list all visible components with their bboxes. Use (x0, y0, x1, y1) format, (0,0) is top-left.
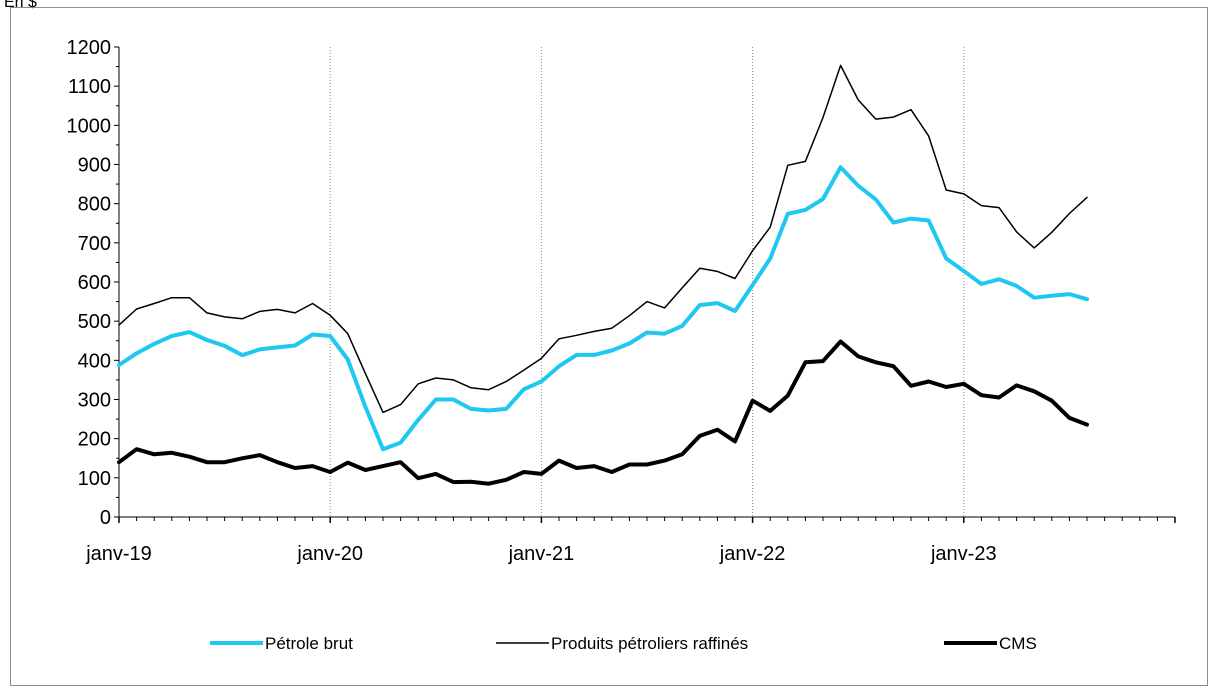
y-tick-label: 300 (78, 390, 111, 412)
y-tick-label: 500 (78, 311, 111, 333)
axes: 0 100 200 300 400 500 600 700 800 900 1000 1100 1200… (67, 37, 1176, 565)
chart-frame (10, 7, 1208, 686)
y-tick-label: 0 (100, 507, 111, 529)
grid-lines (329, 47, 965, 517)
y-tick-label: 1100 (68, 76, 111, 98)
y-tick-label: 1200 (67, 37, 112, 59)
y-tick-label: 1000 (67, 115, 112, 137)
unit-label: En $ (4, 0, 37, 11)
x-tick-label: janv-21 (508, 543, 575, 565)
legend: Pétrole brut Produits pétroliers raffinés… (210, 634, 1037, 653)
y-tick-label: 100 (78, 468, 111, 490)
series-line-3 (117, 339, 1089, 486)
x-tick-label: janv-22 (719, 543, 786, 565)
y-tick-label: 700 (78, 233, 111, 255)
legend-label-2: Produits pétroliers raffinés (551, 634, 748, 653)
series-lines (117, 64, 1089, 486)
y-tick-label: 800 (78, 194, 111, 216)
y-tick-label: 400 (78, 350, 111, 372)
legend-label-1: Pétrole brut (265, 634, 353, 653)
y-tick-label: 200 (78, 429, 111, 451)
y-tick-label: 600 (78, 272, 111, 294)
legend-label-3: CMS (999, 634, 1037, 653)
series-line-1 (117, 165, 1089, 452)
x-tick-label: janv-19 (85, 543, 152, 565)
x-tick-label: janv-20 (296, 543, 363, 565)
y-tick-label: 900 (78, 155, 111, 177)
series-line-2 (118, 64, 1088, 414)
x-tick-label: janv-23 (930, 543, 997, 565)
